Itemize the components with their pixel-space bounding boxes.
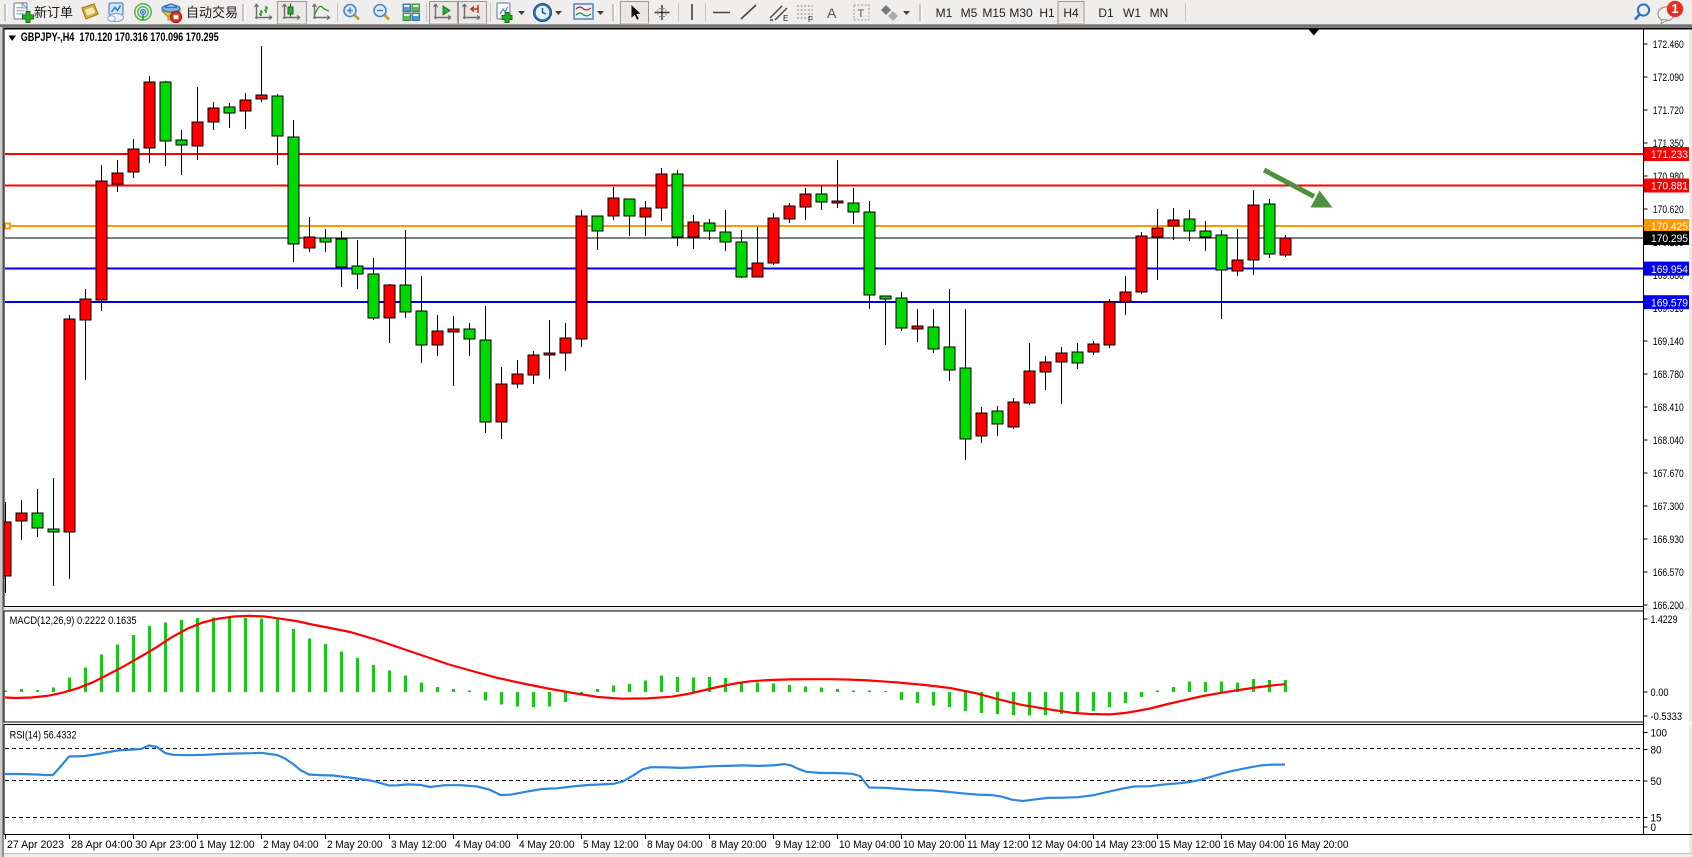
svg-text:MACD(12,26,9) 0.2222 0.1635: MACD(12,26,9) 0.2222 0.1635: [10, 615, 137, 627]
svg-text:170.620: 170.620: [1653, 204, 1684, 216]
svg-text:M30: M30: [1009, 6, 1033, 20]
svg-text:H4: H4: [1063, 6, 1079, 20]
svg-text:2 May 04:00: 2 May 04:00: [263, 839, 319, 851]
svg-text:16 May 04:00: 16 May 04:00: [1223, 839, 1285, 851]
svg-text:14 May 23:00: 14 May 23:00: [1095, 839, 1157, 851]
svg-text:170.881: 170.881: [1651, 181, 1688, 193]
svg-text:MN: MN: [1150, 6, 1169, 20]
svg-text:166.200: 166.200: [1653, 600, 1684, 612]
svg-text:1: 1: [1672, 2, 1679, 16]
svg-text:GBPJPY-,H4 170.120 170.316 17: GBPJPY-,H4 170.120 170.316 170.096 170.2…: [21, 32, 219, 44]
svg-text:10 May 04:00: 10 May 04:00: [839, 839, 901, 851]
svg-text:166.930: 166.930: [1653, 534, 1684, 546]
svg-text:171.720: 171.720: [1653, 105, 1684, 117]
svg-text:169.954: 169.954: [1651, 264, 1688, 276]
svg-text:H1: H1: [1039, 6, 1055, 20]
svg-text:4 May 04:00: 4 May 04:00: [455, 839, 511, 851]
svg-text:0: 0: [1651, 822, 1657, 834]
svg-text:A: A: [827, 5, 837, 21]
svg-text:168.780: 168.780: [1653, 369, 1684, 381]
svg-text:169.579: 169.579: [1651, 297, 1688, 309]
svg-text:30 Apr 23:00: 30 Apr 23:00: [135, 839, 197, 851]
svg-text:11 May 12:00: 11 May 12:00: [967, 839, 1029, 851]
svg-text:1 May 12:00: 1 May 12:00: [199, 839, 255, 851]
svg-text:15 May 12:00: 15 May 12:00: [1159, 839, 1221, 851]
svg-text:80: 80: [1651, 745, 1662, 757]
svg-text:167.670: 167.670: [1653, 468, 1684, 480]
svg-text:自动交易: 自动交易: [186, 5, 238, 20]
svg-text:D1: D1: [1098, 6, 1114, 20]
svg-text:100: 100: [1651, 728, 1668, 740]
svg-text:4 May 20:00: 4 May 20:00: [519, 839, 575, 851]
svg-text:168.410: 168.410: [1653, 402, 1684, 414]
svg-text:M1: M1: [936, 6, 953, 20]
svg-text:F: F: [808, 15, 813, 24]
svg-text:W1: W1: [1123, 6, 1141, 20]
svg-text:8 May 04:00: 8 May 04:00: [647, 839, 703, 851]
svg-text:50: 50: [1651, 776, 1662, 788]
svg-text:172.460: 172.460: [1653, 39, 1684, 51]
svg-text:1.4229: 1.4229: [1651, 614, 1678, 626]
svg-text:0.00: 0.00: [1651, 687, 1669, 699]
svg-text:28 Apr 04:00: 28 Apr 04:00: [71, 839, 133, 851]
svg-text:170.295: 170.295: [1651, 233, 1688, 245]
svg-text:-0.5333: -0.5333: [1651, 711, 1683, 723]
svg-text:27 Apr 2023: 27 Apr 2023: [7, 839, 64, 851]
svg-text:12 May 04:00: 12 May 04:00: [1031, 839, 1093, 851]
svg-text:2 May 20:00: 2 May 20:00: [327, 839, 383, 851]
svg-text:E: E: [783, 14, 788, 23]
svg-text:172.090: 172.090: [1653, 72, 1684, 84]
svg-text:3 May 12:00: 3 May 12:00: [391, 839, 447, 851]
svg-text:T: T: [858, 8, 865, 20]
svg-text:M5: M5: [961, 6, 978, 20]
svg-text:171.233: 171.233: [1651, 149, 1688, 161]
svg-text:16 May 20:00: 16 May 20:00: [1287, 839, 1349, 851]
svg-text:15: 15: [1651, 813, 1662, 825]
svg-text:新订单: 新订单: [34, 5, 73, 20]
svg-text:169.140: 169.140: [1653, 336, 1684, 348]
svg-text:8 May 20:00: 8 May 20:00: [711, 839, 767, 851]
svg-text:168.040: 168.040: [1653, 435, 1684, 447]
svg-text:170.425: 170.425: [1651, 221, 1688, 233]
svg-text:RSI(14) 56.4332: RSI(14) 56.4332: [10, 730, 77, 742]
svg-text:10 May 20:00: 10 May 20:00: [903, 839, 965, 851]
svg-text:166.570: 166.570: [1653, 567, 1684, 579]
svg-text:5 May 12:00: 5 May 12:00: [583, 839, 639, 851]
svg-text:167.300: 167.300: [1653, 501, 1684, 513]
svg-text:M15: M15: [982, 6, 1006, 20]
svg-text:9 May 12:00: 9 May 12:00: [775, 839, 831, 851]
